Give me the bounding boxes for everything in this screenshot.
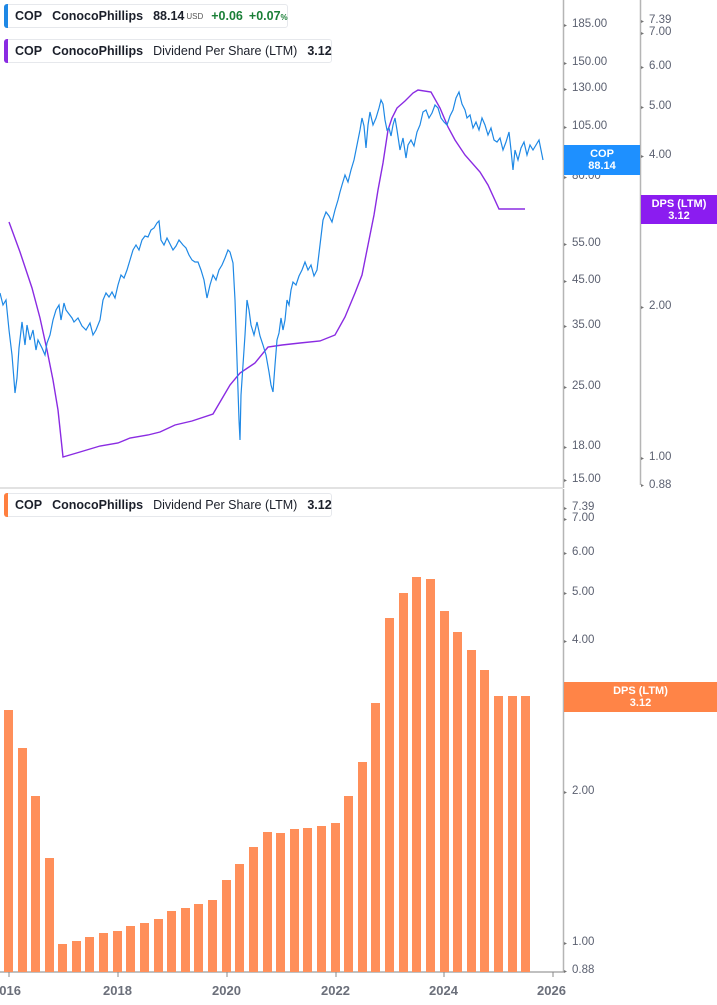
dps-bottom-legend-metric: Dividend Per Share (LTM)	[153, 498, 298, 512]
price-tag-label: COP	[590, 148, 614, 160]
dps-tick-5: 5.00	[649, 100, 672, 112]
dps-legend-name: ConocoPhillips	[52, 44, 144, 58]
dps-last-value-tag-bottom: DPS (LTM) 3.12	[564, 682, 717, 712]
bottom-tick-7: 7.00	[572, 512, 595, 524]
dps-legend-color-bar	[4, 39, 8, 63]
price-last-value-tag: COP 88.14	[564, 145, 640, 175]
price-tick-185: 185.00	[572, 18, 608, 30]
dps-bar-chart-svg[interactable]	[0, 489, 717, 1005]
x-label-2022: 2022	[321, 983, 350, 998]
panel-divider[interactable]	[0, 487, 563, 489]
price-tick-25: 25.00	[572, 380, 601, 392]
price-legend-currency: USD	[186, 11, 204, 21]
dps-bottom-legend-color-bar	[4, 493, 8, 517]
dps-last-value-tag-top: DPS (LTM) 3.12	[641, 195, 717, 224]
price-tick-18: 18.00	[572, 440, 601, 452]
price-tag-value: 88.14	[588, 160, 616, 172]
price-panel: COP ConocoPhillips 88.14 USD +0.06 +0.07…	[0, 0, 717, 491]
price-legend-change-pct: +0.07%	[248, 9, 288, 23]
bottom-tick-7-39: 7.39	[572, 501, 595, 513]
x-label-2026: 2026	[537, 983, 566, 998]
bottom-tick-4: 4.00	[572, 634, 595, 646]
price-legend-name: ConocoPhillips	[52, 9, 144, 23]
dps-tick-2: 2.00	[649, 300, 672, 312]
dps-line	[8, 89, 525, 458]
x-axis-ticks	[8, 972, 554, 977]
dps-legend-metric: Dividend Per Share (LTM)	[153, 44, 298, 58]
dps-bottom-legend-value: 3.12	[307, 498, 332, 512]
bottom-tick-2: 2.00	[572, 785, 595, 797]
x-label-2024: 2024	[429, 983, 458, 998]
dps-tag-value: 3.12	[668, 209, 690, 222]
bottom-tick-0-88: 0.88	[572, 964, 595, 976]
price-tick-15: 15.00	[572, 473, 601, 485]
bottom-tick-5: 5.00	[572, 586, 595, 598]
price-legend-ticker: COP	[15, 9, 43, 23]
dps-bars	[4, 577, 530, 972]
price-tick-35: 35.00	[572, 319, 601, 331]
price-legend[interactable]: COP ConocoPhillips 88.14 USD +0.06 +0.07…	[4, 4, 288, 28]
price-tick-130: 130.00	[572, 82, 608, 94]
dps-bottom-tag-value: 3.12	[629, 697, 652, 709]
dps-tag-label: DPS (LTM)	[651, 197, 707, 210]
price-tick-150: 150.00	[572, 56, 608, 68]
price-tick-55: 55.00	[572, 237, 601, 249]
price-line	[0, 90, 544, 441]
dps-legend-bottom[interactable]: COP ConocoPhillips Dividend Per Share (L…	[4, 493, 332, 517]
dps-panel: COP ConocoPhillips Dividend Per Share (L…	[0, 489, 717, 1005]
price-chart-svg[interactable]	[0, 0, 717, 488]
price-axis-ticks	[564, 24, 567, 482]
dps-bottom-tag-label: DPS (LTM)	[613, 685, 668, 697]
dps-tick-7: 7.00	[649, 26, 672, 38]
x-label-2018: 2018	[103, 983, 132, 998]
dps-tick-4: 4.00	[649, 149, 672, 161]
dps-tick-6: 6.00	[649, 60, 672, 72]
price-legend-change: +0.06	[211, 9, 243, 23]
dps-bottom-legend-ticker: COP	[15, 498, 43, 512]
price-tick-45: 45.00	[572, 274, 601, 286]
dps-tick-7-39: 7.39	[649, 14, 672, 26]
x-label-2020: 2020	[212, 983, 241, 998]
dps-tick-0-88: 0.88	[649, 479, 672, 491]
dps-axis-ticks	[641, 20, 644, 487]
dps-bottom-legend-name: ConocoPhillips	[52, 498, 144, 512]
price-tick-105: 105.00	[572, 120, 608, 132]
dps-legend-value: 3.12	[307, 44, 332, 58]
dps-legend-ticker: COP	[15, 44, 43, 58]
price-legend-value: 88.14	[153, 9, 185, 23]
price-legend-color-bar	[4, 4, 8, 28]
bottom-axis-ticks	[564, 507, 567, 973]
bottom-tick-6: 6.00	[572, 546, 595, 558]
bottom-tick-1: 1.00	[572, 936, 595, 948]
dps-tick-1: 1.00	[649, 451, 672, 463]
dps-legend-top[interactable]: COP ConocoPhillips Dividend Per Share (L…	[4, 39, 332, 63]
